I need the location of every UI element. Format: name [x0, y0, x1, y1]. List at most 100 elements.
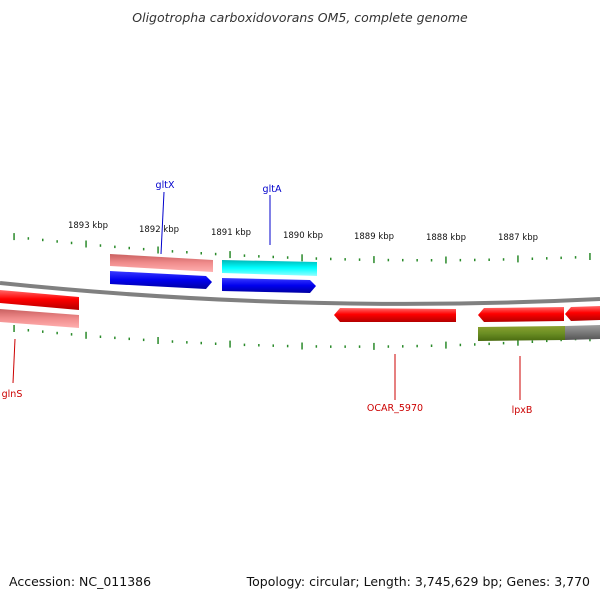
outer-tick-13 [200, 252, 202, 255]
outer-tick-37 [546, 257, 548, 260]
inner-tick-3 [56, 331, 58, 335]
scale-label-1891: 1891 kbp [211, 228, 251, 238]
gene-next-cds [565, 306, 600, 321]
outer-tick-29 [430, 259, 433, 262]
outer-tick-17 [258, 255, 260, 258]
leader-glnS [12, 338, 16, 384]
inner-tick-0 [13, 325, 15, 332]
inner-tick-4 [70, 333, 73, 336]
inner-tick-34 [502, 341, 505, 345]
inner-tick-25 [373, 342, 375, 350]
inner-tick-33 [488, 342, 490, 346]
gene-label-glnS[interactable]: glnS [2, 389, 23, 400]
scale-labels: 1893 kbp 1892 kbp 1891 kbp 1890 kbp 1889… [68, 221, 538, 243]
scale-label-1888: 1888 kbp [426, 233, 466, 243]
outer-tick-35 [517, 255, 519, 263]
footer-topology: Topology: circular; Length: 3,745,629 bp… [246, 574, 590, 589]
inner-tick-9 [142, 338, 145, 342]
outer-tick-33 [488, 258, 490, 261]
outer-tick-28 [416, 259, 418, 262]
outer-tick-15 [229, 251, 231, 259]
inner-tick-29 [430, 344, 433, 347]
outer-tick-2 [42, 238, 44, 242]
inner-tick-22 [330, 345, 332, 348]
outer-tick-0 [13, 233, 15, 241]
inner-tick-7 [114, 336, 116, 340]
inner-tick-30 [445, 341, 447, 349]
inner-tick-28 [416, 344, 418, 348]
outer-tick-18 [272, 255, 274, 259]
inner-tick-row [13, 325, 591, 350]
outer-tick-14 [214, 252, 217, 256]
inner-tick-13 [200, 341, 202, 345]
outer-tick-8 [128, 246, 130, 250]
outer-tick-32 [474, 258, 476, 262]
outer-tick-3 [56, 240, 58, 243]
inner-tick-6 [99, 335, 102, 338]
inner-tick-26 [387, 345, 390, 348]
outer-tick-23 [344, 258, 346, 261]
scale-label-1892: 1892 kbp [139, 225, 179, 235]
leader-gltX [160, 191, 165, 255]
inner-tick-23 [344, 345, 346, 348]
gene-gltA-rna [222, 260, 317, 276]
genome-backbone [0, 281, 600, 306]
outer-tick-38 [560, 256, 562, 260]
inner-tick-2 [42, 330, 44, 333]
inner-tick-1 [27, 329, 30, 332]
gene-gltX-cds [110, 271, 212, 289]
scale-label-1890: 1890 kbp [283, 231, 323, 241]
scale-label-1893: 1893 kbp [68, 221, 108, 231]
inner-tick-31 [459, 343, 462, 347]
outer-tick-9 [142, 247, 145, 251]
outer-tick-4 [70, 241, 73, 245]
outer-tick-row [13, 233, 591, 264]
inner-tick-16 [243, 343, 246, 347]
outer-tick-34 [502, 258, 505, 261]
gene-ocar5970-cds [334, 308, 456, 322]
outer-tick-27 [402, 258, 404, 262]
gene-label-ocar5970[interactable]: OCAR_5970 [367, 403, 423, 414]
scale-label-1887: 1887 kbp [498, 233, 538, 243]
gene-lpxB-rna [478, 326, 565, 341]
outer-tick-10 [157, 246, 159, 254]
outer-tick-39 [574, 256, 577, 259]
gene-label-gltA[interactable]: gltA [263, 184, 282, 195]
inner-tick-8 [128, 337, 130, 341]
gene-label-lpxB[interactable]: lpxB [512, 405, 533, 416]
outer-tick-5 [85, 240, 87, 248]
outer-tick-31 [459, 258, 462, 262]
outer-tick-19 [286, 256, 289, 259]
inner-tick-15 [229, 340, 231, 348]
gene-glnS-cds [0, 290, 79, 310]
inner-tick-35 [517, 338, 519, 346]
outer-tick-30 [445, 256, 447, 264]
inner-tick-5 [85, 331, 87, 339]
inner-tick-32 [474, 343, 476, 346]
gene-label-gltX[interactable]: gltX [156, 180, 175, 191]
footer-accession: Accession: NC_011386 [9, 574, 151, 589]
inner-tick-10 [157, 337, 159, 344]
inner-tick-27 [402, 345, 404, 348]
outer-tick-24 [358, 258, 361, 261]
outer-tick-20 [301, 254, 303, 262]
outer-tick-6 [99, 244, 102, 247]
inner-tick-19 [286, 344, 289, 348]
outer-tick-25 [373, 256, 375, 264]
outer-tick-1 [27, 237, 30, 240]
gene-glnS-rna [0, 309, 79, 328]
outer-tick-40 [589, 253, 591, 260]
inner-tick-37 [546, 339, 548, 343]
inner-tick-20 [301, 342, 303, 350]
outer-tick-16 [243, 254, 246, 257]
gene-gltA-cds [222, 278, 316, 293]
inner-tick-12 [186, 341, 188, 344]
map-title: Oligotropha carboxidovorans OM5, complet… [132, 10, 468, 25]
gene-lpxB-cds [478, 307, 564, 322]
inner-tick-36 [531, 340, 534, 343]
outer-tick-22 [330, 257, 332, 261]
outer-tick-7 [114, 245, 116, 249]
inner-tick-11 [171, 340, 174, 343]
inner-tick-18 [272, 344, 274, 347]
